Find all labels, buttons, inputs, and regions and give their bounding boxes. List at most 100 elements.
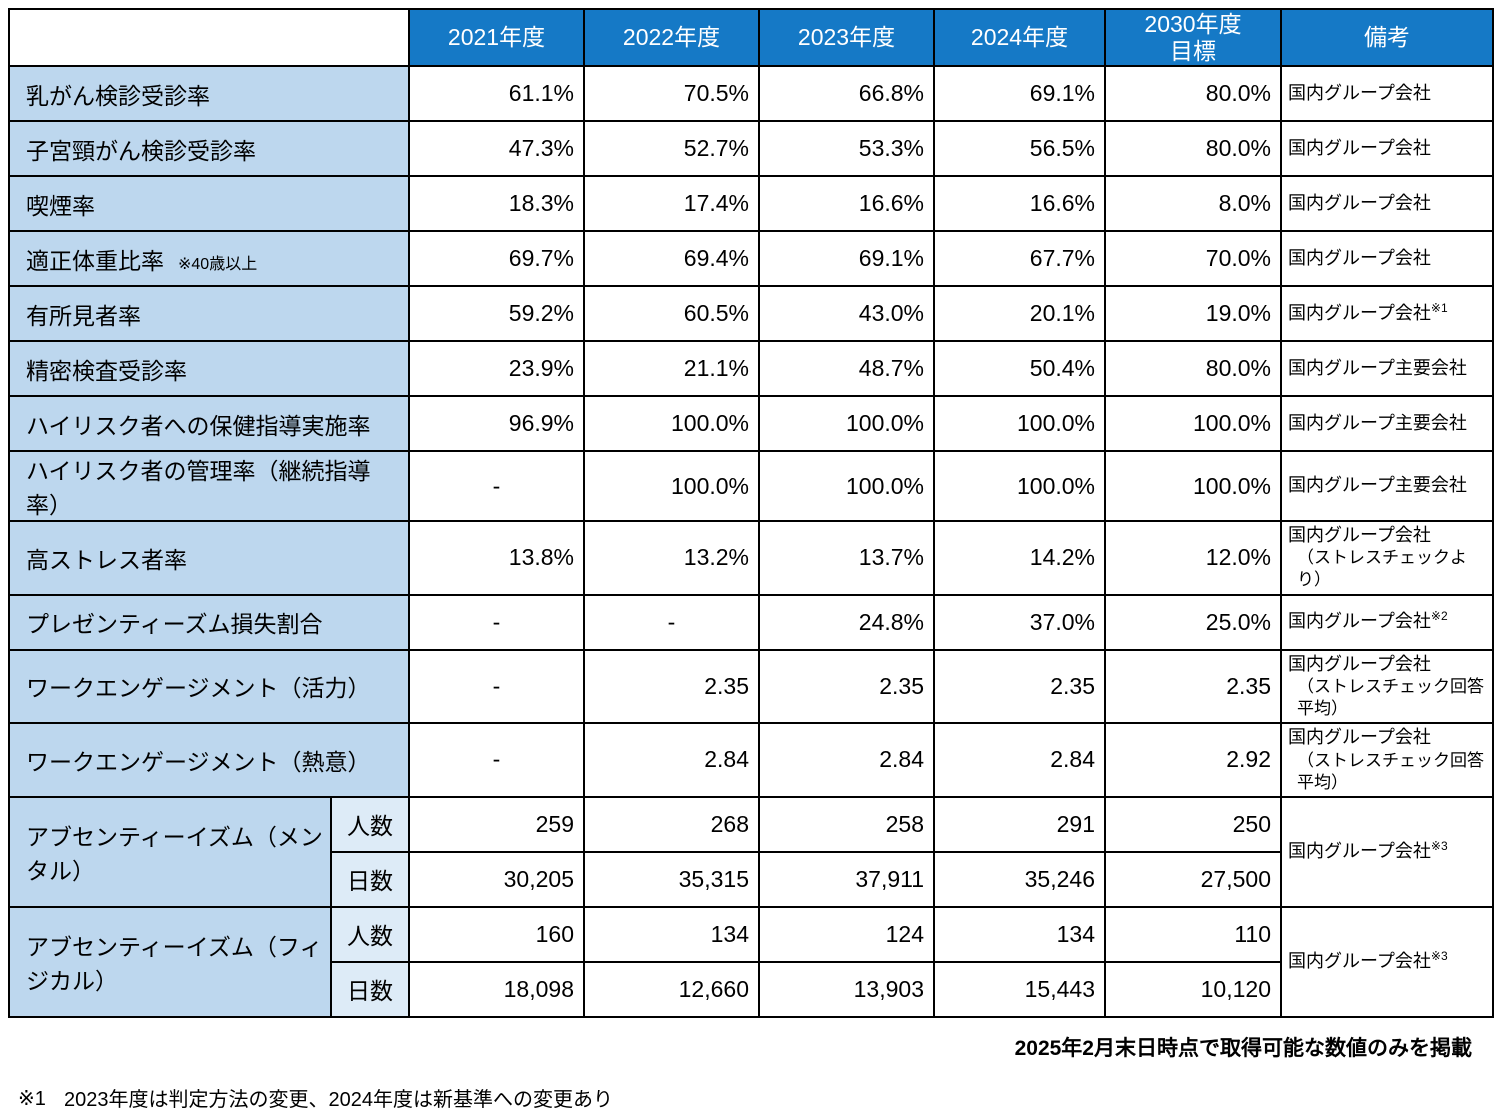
sub-row-label: 日数 <box>330 850 410 908</box>
value-cell: 10,120 <box>1104 960 1282 1018</box>
value-cell: 134 <box>583 905 760 963</box>
table-row: ワークエンゲージメント（熱意） -2.84 2.84 2.84 2.92 国内グループ会社… <box>8 722 1494 798</box>
row-label: 乳がん検診受診率 <box>8 65 410 122</box>
remark-cell: 国内グループ主要会社 <box>1280 450 1494 522</box>
value-cell: 160 <box>408 905 585 963</box>
value-cell: 43.0% <box>758 285 935 342</box>
remark-text: 国内グループ主要会社 <box>1288 412 1467 433</box>
value-cell: 259 <box>408 795 585 853</box>
table-row: 子宮頸がん検診受診率 47.3% 52.7% 53.3% 56.5% 80.0% 国内グルー… <box>8 120 1494 177</box>
value-cell: 100.0% <box>758 395 935 452</box>
value-cell: 27,500 <box>1104 850 1282 908</box>
row-label-text: ハイリスク者の管理率（継続指導率） <box>26 458 371 518</box>
value-cell: 100.0% <box>583 450 760 522</box>
value-cell: 134 <box>933 905 1106 963</box>
value-cell: 80.0% <box>1104 65 1282 122</box>
sub-row-label: 人数 <box>330 795 410 853</box>
value-cell: 2.84 <box>758 722 935 798</box>
remark-line: 国内グループ主要会社 <box>1288 412 1488 435</box>
row-label: 高ストレス者率 <box>8 520 410 596</box>
value-cell: 56.5% <box>933 120 1106 177</box>
remark-text: 国内グループ会社 <box>1288 951 1431 972</box>
value-cell: 16.6% <box>758 175 935 232</box>
table-row: 日数 18,098 12,660 13,903 15,443 10,120 <box>9 960 1493 1018</box>
remark-text: 国内グループ主要会社 <box>1288 475 1467 496</box>
table-row: ハイリスク者の管理率（継続指導率） -100.0% 100.0% 100.0% 100.… <box>8 450 1494 522</box>
value-cell: 14.2% <box>933 520 1106 596</box>
value-cell: 66.8% <box>758 65 935 122</box>
value-cell: 250 <box>1104 795 1282 853</box>
value-cell: 100.0% <box>758 450 935 522</box>
value-cell: 2.84 <box>583 722 760 798</box>
remark-note: （ストレスチェック回答平均） <box>1297 750 1484 792</box>
value-cell: 100.0% <box>1104 450 1282 522</box>
remark-text: 国内グループ会社 <box>1288 192 1431 213</box>
value-cell: 13.2% <box>583 520 760 596</box>
table-row: 喫煙率 18.3% 17.4% 16.6% 16.6% 8.0% 国内グループ会社 <box>8 175 1494 232</box>
value-cell: 53.3% <box>758 120 935 177</box>
remark-footnote-ref: ※2 <box>1430 609 1448 624</box>
row-label: ワークエンゲージメント（熱意） <box>8 722 410 798</box>
value-cell: 100.0% <box>1104 395 1282 452</box>
row-label: ハイリスク者への保健指導実施率 <box>8 395 410 452</box>
footnote-text: 2023年度は判定方法の変更、2024年度は新基準への変更あり <box>64 1088 613 1111</box>
value-cell: 80.0% <box>1104 340 1282 397</box>
value-cell: 2.35 <box>758 648 935 725</box>
remark-cell: 国内グループ会社※3 <box>1280 905 1494 1018</box>
remark-note: （ストレスチェックより） <box>1297 548 1467 590</box>
row-label-text: ワークエンゲージメント（熱意） <box>26 748 371 775</box>
value-cell: 80.0% <box>1104 120 1282 177</box>
value-cell: 69.1% <box>933 65 1106 122</box>
row-label-text: アブセンティーイズム（フィジカル） <box>26 933 323 994</box>
remark-cell: 国内グループ会社 （ストレスチェック回答平均） <box>1280 648 1494 725</box>
remark-text: 国内グループ会社 <box>1288 82 1431 103</box>
remark-line: 国内グループ会社 <box>1288 192 1488 215</box>
remark-text: 国内グループ会社 <box>1288 727 1431 748</box>
value-cell: 20.1% <box>933 285 1106 342</box>
remark-text: 国内グループ会社 <box>1288 653 1431 674</box>
row-label: ハイリスク者の管理率（継続指導率） <box>8 450 410 522</box>
remark-cell: 国内グループ会社 <box>1280 230 1494 287</box>
value-cell: 12.0% <box>1104 520 1282 596</box>
footnote-marker: ※1 <box>18 1087 46 1110</box>
footnote-1: ※1 2023年度は判定方法の変更、2024年度は新基準への変更あり <box>18 1086 1492 1112</box>
remark-line: 国内グループ主要会社 <box>1288 357 1488 380</box>
value-cell: 69.7% <box>408 230 585 287</box>
remark-line: 国内グループ主要会社 <box>1288 474 1488 497</box>
remark-line: 国内グループ会社※2 <box>1288 610 1488 633</box>
remark-cell: 国内グループ主要会社 <box>1280 340 1494 397</box>
value-cell: 35,246 <box>933 850 1106 908</box>
value-cell: 291 <box>933 795 1106 853</box>
table-row: プレゼンティーズム損失割合 - -24.8% 37.0% 25.0% 国内グループ会社※2 <box>8 593 1494 651</box>
value-cell: 30,205 <box>408 850 585 908</box>
value-cell: 70.5% <box>583 65 760 122</box>
row-label-text: 適正体重比率 <box>26 247 164 274</box>
row-label: プレゼンティーズム損失割合 <box>8 593 410 651</box>
value-cell: 18,098 <box>408 960 585 1018</box>
row-label-text: 子宮頸がん検診受診率 <box>26 137 256 164</box>
table-row: ハイリスク者への保健指導実施率 96.9% 100.0% 100.0% 100.0% 10… <box>8 395 1494 452</box>
row-label-text: ワークエンゲージメント（活力） <box>26 675 371 702</box>
table-row: 乳がん検診受診率 61.1% 70.5% 66.8% 69.1% 80.0% 国内グループ会… <box>8 65 1494 122</box>
table-row: 日数 30,205 35,315 37,911 35,246 27,500 <box>9 850 1493 908</box>
value-cell: 67.7% <box>933 230 1106 287</box>
remark-footnote-ref: ※3 <box>1430 839 1448 854</box>
table-header: 2021年度 2022年度 2023年度 2024年度 2030年度 目標 備考 <box>8 8 1494 67</box>
remark-line: 国内グループ会社 <box>1288 653 1488 676</box>
row-label-text: プレゼンティーズム損失割合 <box>26 611 323 638</box>
remark-cell: 国内グループ会社 （ストレスチェックより） <box>1280 520 1494 596</box>
table-row: 精密検査受診率 23.9% 21.1% 48.7% 50.4% 80.0% 国内グループ主要… <box>8 340 1494 397</box>
value-cell: 110 <box>1104 905 1282 963</box>
remark-line: 国内グループ会社 <box>1288 726 1488 749</box>
table-row: ワークエンゲージメント（活力） -2.35 2.35 2.35 2.35 国内グループ会社… <box>8 648 1494 725</box>
remark-line: 国内グループ会社※1 <box>1288 302 1488 325</box>
value-cell: 13.8% <box>408 520 585 596</box>
row-label: 子宮頸がん検診受診率 <box>8 120 410 177</box>
remark-line: 国内グループ会社 <box>1288 524 1488 547</box>
data-availability-note: 2025年2月末日時点で取得可能な数値のみを掲載 <box>1014 1036 1472 1060</box>
value-cell: 100.0% <box>583 395 760 452</box>
value-cell: 18.3% <box>408 175 585 232</box>
value-cell: 35,315 <box>583 850 760 908</box>
remark-text: 国内グループ会社 <box>1288 841 1431 862</box>
